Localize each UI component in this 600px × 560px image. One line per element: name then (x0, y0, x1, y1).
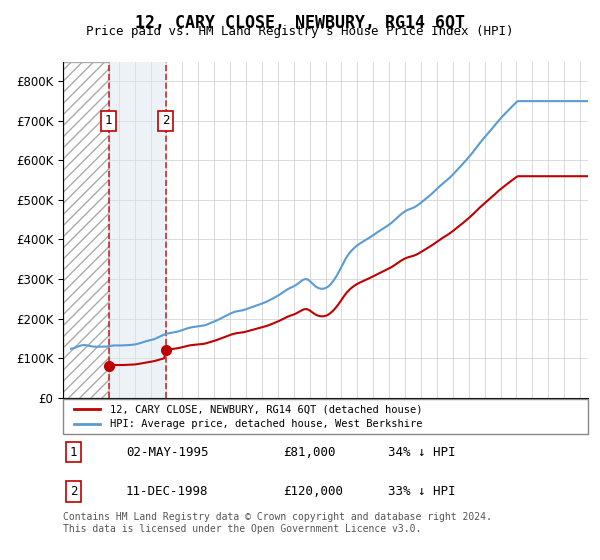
Text: 34% ↓ HPI: 34% ↓ HPI (389, 446, 456, 459)
Bar (109, 62, 166, 398)
Text: 1: 1 (105, 114, 112, 127)
Text: 02-MAY-1995: 02-MAY-1995 (126, 446, 209, 459)
FancyBboxPatch shape (63, 399, 588, 434)
Bar (63, 62, 109, 398)
Text: HPI: Average price, detached house, West Berkshire: HPI: Average price, detached house, West… (110, 419, 423, 430)
Text: £81,000: £81,000 (284, 446, 336, 459)
Text: 1: 1 (70, 446, 77, 459)
Text: Contains HM Land Registry data © Crown copyright and database right 2024.
This d: Contains HM Land Registry data © Crown c… (63, 512, 492, 534)
Text: 2: 2 (162, 114, 169, 127)
Text: £120,000: £120,000 (284, 485, 343, 498)
Text: 12, CARY CLOSE, NEWBURY, RG14 6QT: 12, CARY CLOSE, NEWBURY, RG14 6QT (135, 14, 465, 32)
Text: 11-DEC-1998: 11-DEC-1998 (126, 485, 209, 498)
Text: 2: 2 (70, 485, 77, 498)
Text: 33% ↓ HPI: 33% ↓ HPI (389, 485, 456, 498)
Text: 12, CARY CLOSE, NEWBURY, RG14 6QT (detached house): 12, CARY CLOSE, NEWBURY, RG14 6QT (detac… (110, 404, 423, 414)
Text: Price paid vs. HM Land Registry's House Price Index (HPI): Price paid vs. HM Land Registry's House … (86, 25, 514, 38)
